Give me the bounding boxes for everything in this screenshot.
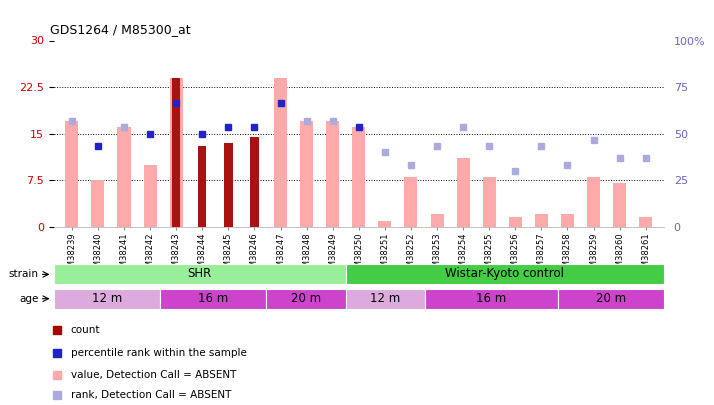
- Text: 12 m: 12 m: [370, 292, 401, 305]
- Text: percentile rank within the sample: percentile rank within the sample: [71, 348, 246, 358]
- Bar: [561, 214, 574, 227]
- Bar: [431, 214, 443, 227]
- Text: count: count: [71, 326, 100, 335]
- Bar: [65, 121, 79, 227]
- Bar: [404, 177, 418, 227]
- Bar: [144, 165, 156, 227]
- Bar: [535, 214, 548, 227]
- Bar: [346, 289, 425, 309]
- Bar: [266, 289, 346, 309]
- Text: rank, Detection Call = ABSENT: rank, Detection Call = ABSENT: [71, 390, 231, 400]
- Bar: [352, 128, 366, 227]
- Bar: [198, 146, 206, 227]
- Bar: [118, 128, 131, 227]
- Bar: [483, 177, 496, 227]
- Bar: [250, 137, 258, 227]
- Bar: [587, 177, 600, 227]
- Text: GDS1264 / M85300_at: GDS1264 / M85300_at: [51, 23, 191, 36]
- Text: 16 m: 16 m: [476, 292, 507, 305]
- Bar: [54, 289, 160, 309]
- Bar: [300, 121, 313, 227]
- Bar: [425, 289, 558, 309]
- Text: Wistar-Kyoto control: Wistar-Kyoto control: [446, 267, 564, 280]
- Text: 12 m: 12 m: [91, 292, 122, 305]
- Text: value, Detection Call = ABSENT: value, Detection Call = ABSENT: [71, 370, 236, 380]
- Bar: [346, 264, 664, 284]
- Text: 20 m: 20 m: [291, 292, 321, 305]
- Bar: [54, 264, 346, 284]
- Bar: [558, 289, 664, 309]
- Bar: [639, 217, 653, 227]
- Bar: [91, 180, 104, 227]
- Bar: [326, 121, 339, 227]
- Bar: [170, 78, 183, 227]
- Text: age: age: [19, 294, 39, 304]
- Bar: [457, 158, 470, 227]
- Text: strain: strain: [9, 269, 39, 279]
- Text: 20 m: 20 m: [596, 292, 626, 305]
- Bar: [378, 221, 391, 227]
- Bar: [613, 183, 626, 227]
- Text: SHR: SHR: [187, 267, 211, 280]
- Bar: [274, 78, 287, 227]
- Bar: [172, 78, 181, 227]
- Text: 16 m: 16 m: [198, 292, 228, 305]
- Bar: [160, 289, 266, 309]
- Bar: [224, 143, 233, 227]
- Bar: [509, 217, 522, 227]
